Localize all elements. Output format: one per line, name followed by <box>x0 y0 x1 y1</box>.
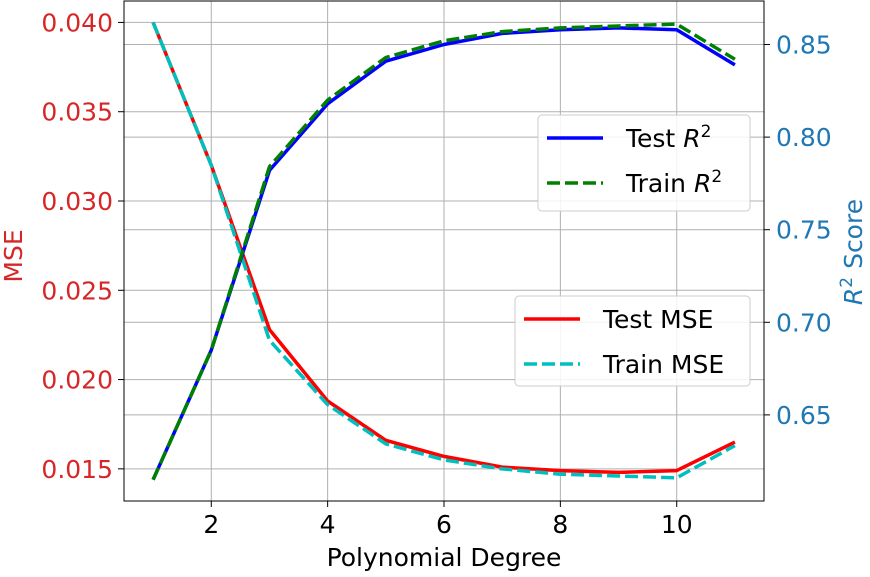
y-right-axis-label-sup: 2 <box>837 277 857 288</box>
y-right-tick-label: 0.65 <box>776 401 832 430</box>
y-right-tick-label: 0.85 <box>776 31 832 60</box>
legend-label: Test MSE <box>602 305 713 334</box>
y-left-tick-label: 0.030 <box>41 187 113 216</box>
y-right-axis-label: R2 Score <box>837 199 868 305</box>
x-tick-label: 2 <box>203 510 219 539</box>
y-right-axis-label-r: R <box>839 288 868 305</box>
y-left-tick-label: 0.020 <box>41 366 113 395</box>
legend-label-r: R <box>694 169 711 198</box>
plot-lines <box>151 21 736 481</box>
legend-label-text: Train <box>625 169 694 198</box>
y-right-tick-label: 0.75 <box>776 216 832 245</box>
legend-label-text: Test <box>625 124 683 153</box>
y-right-axis-label-suffix: Score <box>839 199 868 277</box>
legend-label-sup: 2 <box>701 122 712 142</box>
y-right-tick-label: 0.80 <box>776 123 832 152</box>
x-tick-label: 6 <box>436 510 452 539</box>
legend-label-r: R <box>683 124 700 153</box>
y-left-tick-label: 0.040 <box>41 8 113 37</box>
series-line-train-r2 <box>151 22 736 481</box>
legend-label: Train MSE <box>602 350 724 379</box>
series-line-train-mse <box>151 21 736 480</box>
x-axis-label: Polynomial Degree <box>327 543 562 572</box>
legend-label: Test R2 <box>625 122 711 153</box>
y-left-tick-label: 0.015 <box>41 455 113 484</box>
x-tick-label: 4 <box>320 510 336 539</box>
legend-label: Train R2 <box>625 167 722 198</box>
x-tick-label: 8 <box>552 510 568 539</box>
series-line-test-r2 <box>151 26 736 481</box>
axes-ticks: 2 4 6 8 10 0.015 0.020 0.025 0.030 0.035 0.040 0.65… <box>41 8 831 539</box>
x-tick-label: 10 <box>661 510 693 539</box>
series-line-test-mse <box>151 21 736 475</box>
legend-label-sup: 2 <box>711 167 722 187</box>
grid <box>124 1 764 501</box>
y-right-tick-label: 0.70 <box>776 308 832 337</box>
legend-center-right: Test MSE Train MSE <box>514 295 751 387</box>
y-left-tick-label: 0.035 <box>41 98 113 127</box>
y-left-tick-label: 0.025 <box>41 276 113 305</box>
y-left-axis-label: MSE <box>0 229 28 282</box>
